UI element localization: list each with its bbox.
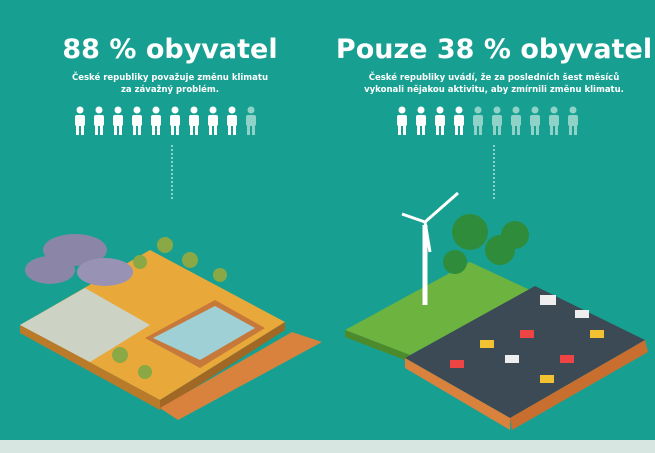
person-leg xyxy=(209,125,212,135)
person-head xyxy=(115,107,122,114)
person-leg xyxy=(95,125,98,135)
person-leg xyxy=(455,125,458,135)
person-head xyxy=(532,107,539,114)
person-leg xyxy=(233,125,236,135)
person-leg xyxy=(76,125,79,135)
person-leg xyxy=(138,125,141,135)
person-body xyxy=(568,115,578,126)
headline: 88 % obyvatel xyxy=(62,34,277,65)
person-leg xyxy=(417,125,420,135)
person-body xyxy=(246,115,256,126)
person-head xyxy=(229,107,236,114)
person-leg xyxy=(176,125,179,135)
person-body xyxy=(94,115,104,126)
page: 88 % obyvatel České republiky považuje z… xyxy=(0,0,655,453)
person-body xyxy=(75,115,85,126)
person-body xyxy=(151,115,161,126)
person-head xyxy=(456,107,463,114)
person-body xyxy=(473,115,483,126)
person-leg xyxy=(479,125,482,135)
infographic: 88 % obyvatel České republiky považuje z… xyxy=(0,0,655,453)
person-leg xyxy=(517,125,520,135)
person-head xyxy=(570,107,577,114)
person-body xyxy=(530,115,540,126)
person-leg xyxy=(512,125,515,135)
person-leg xyxy=(436,125,439,135)
person-body xyxy=(454,115,464,126)
person-head xyxy=(153,107,160,114)
person-leg xyxy=(171,125,174,135)
person-head xyxy=(475,107,482,114)
person-head xyxy=(513,107,520,114)
person-head xyxy=(77,107,84,114)
person-body xyxy=(492,115,502,126)
subtitle: za závažný problém. xyxy=(121,84,219,95)
person-leg xyxy=(493,125,496,135)
bottom-edge xyxy=(0,440,655,453)
person-leg xyxy=(133,125,136,135)
person-leg xyxy=(152,125,155,135)
person-leg xyxy=(498,125,501,135)
person-leg xyxy=(441,125,444,135)
person-head xyxy=(191,107,198,114)
person-body xyxy=(416,115,426,126)
person-leg xyxy=(214,125,217,135)
person-leg xyxy=(569,125,572,135)
person-leg xyxy=(190,125,193,135)
person-head xyxy=(494,107,501,114)
person-body xyxy=(549,115,559,126)
person-leg xyxy=(100,125,103,135)
person-head xyxy=(437,107,444,114)
person-head xyxy=(248,107,255,114)
person-leg xyxy=(574,125,577,135)
person-leg xyxy=(536,125,539,135)
person-leg xyxy=(460,125,463,135)
person-body xyxy=(227,115,237,126)
person-body xyxy=(170,115,180,126)
person-body xyxy=(113,115,123,126)
person-head xyxy=(551,107,558,114)
person-head xyxy=(172,107,179,114)
person-body xyxy=(189,115,199,126)
person-leg xyxy=(81,125,84,135)
person-leg xyxy=(422,125,425,135)
person-head xyxy=(399,107,406,114)
person-leg xyxy=(114,125,117,135)
person-head xyxy=(96,107,103,114)
person-leg xyxy=(119,125,122,135)
subtitle: vykonali nějakou aktivitu, aby zmírnili … xyxy=(364,84,624,95)
person-body xyxy=(132,115,142,126)
person-head xyxy=(418,107,425,114)
headline: Pouze 38 % obyvatel xyxy=(336,34,652,65)
person-body xyxy=(511,115,521,126)
person-leg xyxy=(531,125,534,135)
person-head xyxy=(210,107,217,114)
person-leg xyxy=(195,125,198,135)
person-leg xyxy=(228,125,231,135)
person-leg xyxy=(474,125,477,135)
person-leg xyxy=(247,125,250,135)
person-body xyxy=(397,115,407,126)
person-head xyxy=(134,107,141,114)
person-body xyxy=(435,115,445,126)
person-leg xyxy=(398,125,401,135)
person-leg xyxy=(157,125,160,135)
person-leg xyxy=(550,125,553,135)
subtitle: České republiky považuje změnu klimatu xyxy=(72,71,268,83)
person-leg xyxy=(403,125,406,135)
person-leg xyxy=(555,125,558,135)
subtitle: České republiky uvádí, že za posledních … xyxy=(369,71,620,83)
person-leg xyxy=(252,125,255,135)
person-body xyxy=(208,115,218,126)
